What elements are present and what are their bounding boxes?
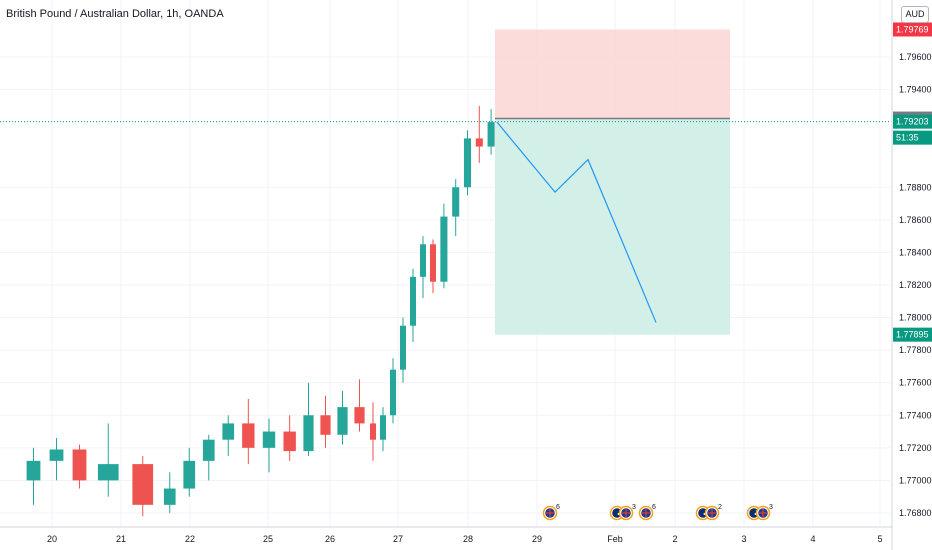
y-tick-label: 1.78800 — [899, 182, 932, 192]
currency-badge[interactable]: AUD — [901, 6, 929, 23]
candle-body — [452, 187, 460, 217]
price-label-last: 1.79203 — [893, 114, 932, 129]
candle-body — [410, 276, 416, 326]
price-label-bg — [893, 130, 932, 145]
y-tick-label: 1.76800 — [899, 508, 932, 518]
overlays — [0, 121, 890, 323]
candle-body — [222, 423, 235, 440]
event-marker[interactable]: 2 — [695, 504, 723, 521]
y-tick-label: 1.79600 — [899, 52, 932, 62]
x-tick-label: 20 — [47, 534, 57, 544]
x-tick-label: 28 — [463, 534, 473, 544]
candle-body — [242, 423, 255, 448]
x-tick-label: 22 — [185, 534, 195, 544]
x-tick-label: 26 — [325, 534, 335, 544]
candle-body — [390, 369, 396, 416]
x-tick-label: 3 — [741, 534, 746, 544]
y-tick-label: 1.78400 — [899, 247, 932, 257]
stop-loss-zone — [495, 29, 730, 119]
event-count: 3 — [769, 504, 773, 511]
price-label-bg — [893, 22, 932, 37]
candle-body — [420, 244, 426, 277]
price-label-text: 1.79203 — [896, 117, 929, 127]
y-tick-label: 1.77400 — [899, 410, 932, 420]
x-tick-label: Feb — [607, 534, 623, 544]
position-zones[interactable] — [495, 29, 730, 335]
candle-body — [354, 407, 365, 424]
economic-events[interactable]: 6 3 6 2 3 — [542, 504, 774, 521]
candle-body — [163, 488, 176, 505]
y-tick-label: 1.79400 — [899, 85, 932, 95]
y-tick-label: 1.77000 — [899, 475, 932, 485]
y-tick-label: 1.78600 — [899, 215, 932, 225]
candle-body — [320, 415, 331, 435]
candle-body — [475, 138, 483, 147]
candle-body — [380, 415, 386, 440]
projection-line — [496, 121, 657, 323]
take-profit-zone — [495, 118, 730, 335]
candle-body — [440, 216, 448, 282]
candle-body — [132, 464, 154, 505]
price-label-text: 1.79769 — [896, 24, 929, 34]
y-tick-label: 1.77600 — [899, 378, 932, 388]
x-tick-label: 25 — [263, 534, 273, 544]
y-tick-label: 1.78000 — [899, 313, 932, 323]
x-tick-label: 2 — [672, 534, 677, 544]
price-label-bg — [893, 327, 932, 342]
candle-body — [72, 449, 87, 481]
candle-body — [337, 407, 348, 435]
candle-body — [370, 423, 376, 440]
price-label-stop: 1.79769 — [893, 22, 932, 37]
y-tick-label: 1.77800 — [899, 345, 932, 355]
grid — [0, 0, 890, 526]
candle-body — [26, 460, 41, 481]
y-tick-label: 1.78200 — [899, 280, 932, 290]
x-tick-label: 21 — [116, 534, 126, 544]
candle-body — [202, 439, 215, 461]
price-label-countdown: 51:35 — [893, 130, 932, 145]
candle-body — [49, 449, 64, 461]
x-tick-label: 27 — [393, 534, 403, 544]
price-label-text: 1.77895 — [896, 330, 929, 340]
event-count: 6 — [556, 504, 560, 511]
event-marker[interactable]: 3 — [746, 504, 774, 521]
x-tick-label: 29 — [532, 534, 542, 544]
candle-body — [487, 122, 495, 147]
x-tick-label: 4 — [810, 534, 815, 544]
candles — [26, 105, 495, 517]
event-count: 3 — [632, 504, 636, 511]
candle-body — [262, 431, 276, 448]
candle-body — [97, 464, 119, 481]
candle-body — [400, 325, 406, 370]
event-marker[interactable]: 6 — [638, 504, 657, 521]
price-label-target: 1.77895 — [893, 327, 932, 342]
chart-title: British Pound / Australian Dollar, 1h, O… — [6, 8, 224, 20]
candle-body — [430, 244, 436, 282]
x-tick-label: 5 — [877, 534, 882, 544]
event-count: 2 — [718, 504, 722, 511]
event-marker[interactable]: 3 — [609, 504, 637, 521]
event-marker[interactable]: 6 — [542, 504, 561, 521]
candle-body — [303, 415, 314, 452]
candle-body — [183, 460, 196, 489]
candle-body — [283, 431, 296, 452]
candle-body — [463, 138, 472, 188]
event-count: 6 — [652, 504, 656, 511]
y-tick-label: 1.77200 — [899, 443, 932, 453]
price-label-bg — [893, 114, 932, 129]
price-label-text: 51:35 — [896, 133, 919, 143]
